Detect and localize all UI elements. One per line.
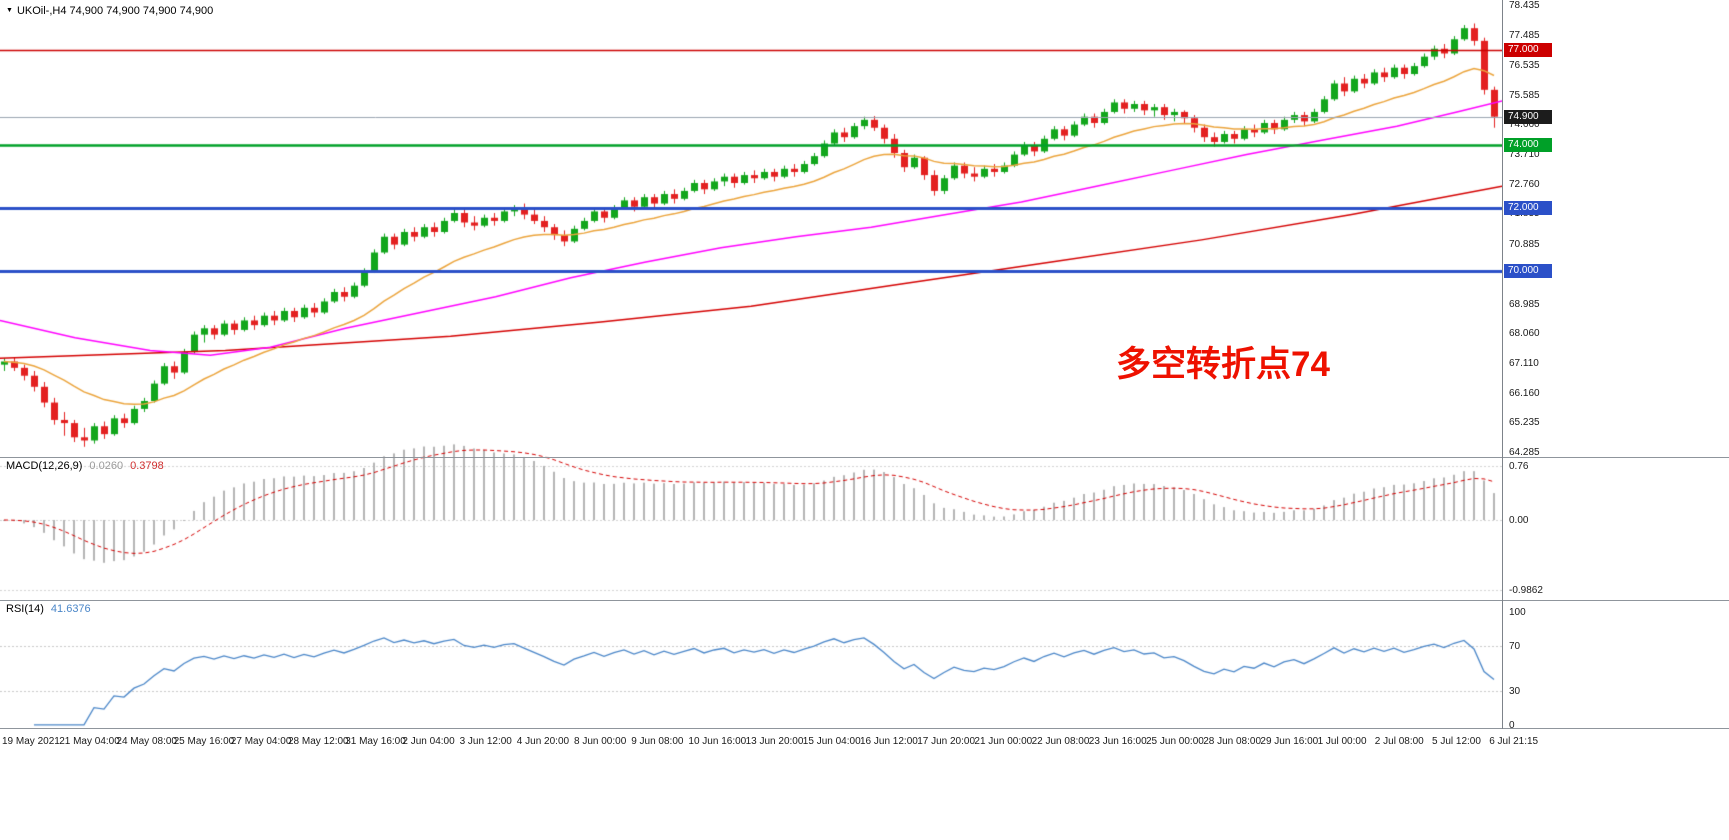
date-axis-label: 2 Jul 08:00 (1374, 736, 1424, 747)
price-axis-label: 68.985 (1509, 298, 1540, 310)
date-axis-label: 24 May 08:00 (116, 736, 177, 747)
macd-signal-value: 0.3798 (130, 460, 164, 472)
time-axis[interactable]: 19 May 2021 21 May 04:00 24 May 08:00 25 Ma… (0, 729, 1729, 759)
price-axis-label: 73.710 (1509, 149, 1540, 161)
date-axis-label: 27 May 04:00 (230, 736, 292, 747)
price-axis-box: 72.000 (1504, 201, 1552, 216)
date-axis-label: 4 Jun 20:00 (516, 736, 570, 747)
date-axis-label: 31 May 16:00 (345, 736, 406, 747)
price-axis-label: 76.535 (1509, 60, 1540, 71)
rsi-axis-label: 30 (1509, 686, 1521, 698)
price-axis-label: 65.235 (1509, 416, 1540, 428)
date-axis-label: 17 Jun 20:00 (917, 736, 976, 747)
macd-name: MACD(12,26,9) (6, 460, 83, 472)
date-axis-label: 25 May 16:00 (173, 736, 235, 747)
rsi-value: 41.6376 (50, 603, 91, 615)
rsi-axis-label: 0 (1509, 719, 1515, 731)
symbol-quote-line: UKOil-,H4 74,900 74,900 74,900 74,900 (16, 5, 214, 17)
price-axis-label: 64.285 (1509, 447, 1540, 458)
date-axis-label: 23 Jun 16:00 (1088, 736, 1147, 747)
date-axis-label: 1 Jul 00:00 (1317, 736, 1367, 747)
price-axis-label: 70.885 (1509, 238, 1540, 250)
date-axis-label: 28 May 12:00 (288, 736, 349, 747)
date-axis-label: 28 Jun 08:00 (1203, 736, 1262, 747)
date-axis-label: 25 Jun 00:00 (1146, 736, 1204, 747)
date-axis-label: 29 Jun 16:00 (1260, 736, 1319, 747)
date-axis-label: 9 Jun 08:00 (631, 736, 684, 747)
date-axis-label: 13 Jun 20:00 (745, 736, 804, 747)
symbol-title: ▼ UKOil-,H4 74,900 74,900 74,900 74,900 (6, 5, 213, 17)
rsi-indicator-label: RSI(14) 41.6376 (6, 603, 91, 615)
date-axis-label: 6 Jul 21:15 (1489, 736, 1539, 747)
chart-symbol-icon: ▼ (6, 7, 13, 14)
date-axis-label: 19 May 2021 (2, 736, 60, 747)
price-axis[interactable]: 78.435 77.485 76.535 75.585 74.660 73.710 72.7… (1502, 0, 1729, 731)
pane-separator[interactable] (0, 457, 1729, 458)
date-axis-label: 15 Jun 04:00 (802, 736, 861, 747)
rsi-axis-label: 70 (1509, 640, 1521, 652)
price-axis-label: 74.660 (1509, 119, 1540, 131)
macd-axis-label: 0.76 (1509, 461, 1529, 473)
price-axis-label: 78.435 (1509, 0, 1540, 11)
price-axis-box: 77.000 (1504, 43, 1552, 58)
pane-separator[interactable] (0, 600, 1729, 601)
macd-indicator-label: MACD(12,26,9) 0.0260 0.3798 (6, 460, 164, 472)
chart-plot-area[interactable] (0, 0, 1502, 730)
date-axis-label: 3 Jun 12:00 (459, 736, 512, 747)
price-axis-label: 67.110 (1509, 357, 1539, 369)
price-axis-label: 75.585 (1509, 90, 1540, 102)
rsi-axis-label: 100 (1509, 606, 1526, 618)
macd-axis-label: -0.9862 (1509, 585, 1543, 596)
date-axis-label: 10 Jun 16:00 (688, 736, 747, 747)
rsi-name: RSI(14) (6, 603, 44, 615)
macd-axis-label: 0.00 (1509, 514, 1529, 526)
date-axis-label: 5 Jul 12:00 (1432, 736, 1481, 747)
date-axis-label: 16 Jun 12:00 (860, 736, 918, 747)
price-axis-label: 72.760 (1509, 179, 1540, 191)
date-axis-label: 2 Jun 04:00 (402, 736, 455, 747)
price-axis-label: 66.160 (1509, 387, 1540, 399)
date-axis-label: 8 Jun 00:00 (574, 736, 627, 747)
price-axis-box: 70.000 (1504, 264, 1552, 279)
price-axis-label: 77.485 (1509, 30, 1540, 41)
date-axis-label: 22 Jun 08:00 (1031, 736, 1090, 747)
macd-main-value: 0.0260 (89, 460, 124, 472)
date-axis-label: 21 Jun 00:00 (974, 736, 1033, 747)
date-axis-label: 21 May 04:00 (59, 736, 120, 747)
price-axis-box: 74.000 (1504, 138, 1552, 153)
pane-separator[interactable] (0, 728, 1729, 729)
price-axis-label: 68.060 (1509, 327, 1540, 339)
chart-annotation[interactable]: 多空转折点74 (1116, 345, 1330, 384)
price-axis-box: 74.900 (1504, 109, 1552, 124)
